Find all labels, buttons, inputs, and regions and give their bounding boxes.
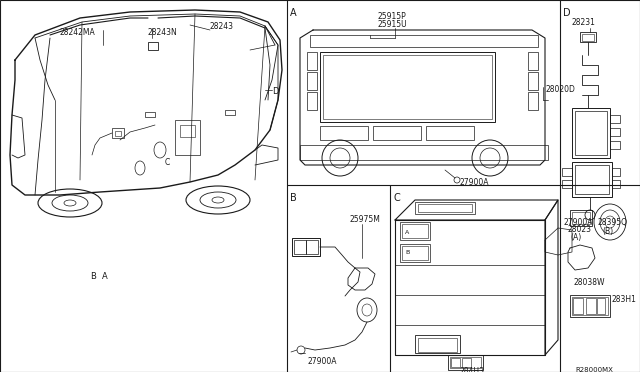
Bar bbox=[610, 141, 620, 149]
Bar bbox=[575, 111, 607, 155]
Bar bbox=[145, 112, 155, 117]
Text: 25915P: 25915P bbox=[378, 12, 407, 21]
Bar bbox=[323, 55, 492, 119]
Text: A: A bbox=[405, 230, 409, 235]
Text: 28395Q: 28395Q bbox=[597, 218, 627, 227]
Text: 28038W: 28038W bbox=[573, 278, 605, 287]
Bar bbox=[320, 52, 495, 122]
Bar bbox=[573, 298, 583, 314]
Text: 25915U: 25915U bbox=[378, 20, 408, 29]
Bar bbox=[307, 72, 317, 90]
Bar bbox=[180, 125, 195, 137]
Bar bbox=[582, 34, 594, 41]
Bar bbox=[320, 126, 368, 140]
Bar bbox=[400, 222, 430, 240]
Bar bbox=[307, 92, 317, 110]
Bar bbox=[400, 244, 430, 262]
Bar bbox=[148, 42, 158, 50]
Bar bbox=[562, 180, 572, 188]
Bar bbox=[586, 298, 596, 314]
Bar bbox=[415, 202, 475, 214]
Bar bbox=[570, 210, 592, 226]
Text: 283H1: 283H1 bbox=[612, 295, 637, 304]
Text: C: C bbox=[165, 158, 170, 167]
Bar bbox=[225, 110, 235, 115]
Text: B: B bbox=[405, 250, 409, 255]
Text: 28243: 28243 bbox=[210, 22, 234, 31]
Bar bbox=[306, 240, 318, 254]
Bar bbox=[175, 120, 200, 155]
Bar bbox=[575, 165, 609, 194]
Text: A: A bbox=[102, 272, 108, 281]
Bar bbox=[402, 224, 428, 238]
Bar bbox=[528, 52, 538, 70]
Bar bbox=[448, 355, 483, 370]
Text: 284H3: 284H3 bbox=[460, 367, 485, 372]
Text: C: C bbox=[393, 193, 400, 203]
Bar bbox=[294, 240, 306, 254]
Bar bbox=[572, 297, 608, 315]
Bar bbox=[462, 358, 471, 367]
Bar bbox=[570, 295, 610, 317]
Text: 27900A: 27900A bbox=[563, 218, 593, 227]
Bar bbox=[373, 126, 421, 140]
Bar bbox=[572, 162, 612, 197]
Text: 27900A: 27900A bbox=[460, 178, 490, 187]
Bar bbox=[450, 357, 481, 368]
Bar bbox=[572, 212, 590, 224]
Bar bbox=[415, 335, 460, 353]
Bar bbox=[310, 35, 538, 47]
Bar bbox=[528, 92, 538, 110]
Bar bbox=[418, 204, 472, 212]
Bar bbox=[418, 338, 457, 352]
Bar bbox=[112, 128, 124, 138]
Text: (A): (A) bbox=[570, 233, 581, 242]
Text: 28231: 28231 bbox=[572, 18, 596, 27]
Text: 27900A: 27900A bbox=[308, 357, 337, 366]
Bar bbox=[292, 238, 320, 256]
Text: B: B bbox=[90, 272, 96, 281]
Text: 28020D: 28020D bbox=[545, 85, 575, 94]
Text: 28243N: 28243N bbox=[148, 28, 178, 37]
Text: D: D bbox=[563, 8, 571, 18]
Text: D: D bbox=[272, 87, 278, 96]
Bar bbox=[610, 128, 620, 136]
Text: (B): (B) bbox=[602, 227, 613, 236]
Bar bbox=[115, 131, 121, 136]
Bar bbox=[612, 180, 620, 188]
Bar bbox=[612, 168, 620, 176]
Bar bbox=[580, 32, 596, 42]
Text: A: A bbox=[290, 8, 296, 18]
Bar bbox=[451, 358, 460, 367]
Bar bbox=[610, 115, 620, 123]
Bar bbox=[402, 246, 428, 260]
Text: 25975M: 25975M bbox=[350, 215, 381, 224]
Bar bbox=[307, 52, 317, 70]
Text: R28000MX: R28000MX bbox=[575, 367, 613, 372]
Bar bbox=[572, 108, 610, 158]
Bar bbox=[426, 126, 474, 140]
Bar bbox=[562, 168, 572, 176]
Text: 28023: 28023 bbox=[567, 225, 591, 234]
Bar bbox=[597, 298, 605, 314]
Text: 28242MA: 28242MA bbox=[60, 28, 96, 37]
Bar bbox=[300, 145, 548, 160]
Text: B: B bbox=[290, 193, 297, 203]
Bar bbox=[528, 72, 538, 90]
